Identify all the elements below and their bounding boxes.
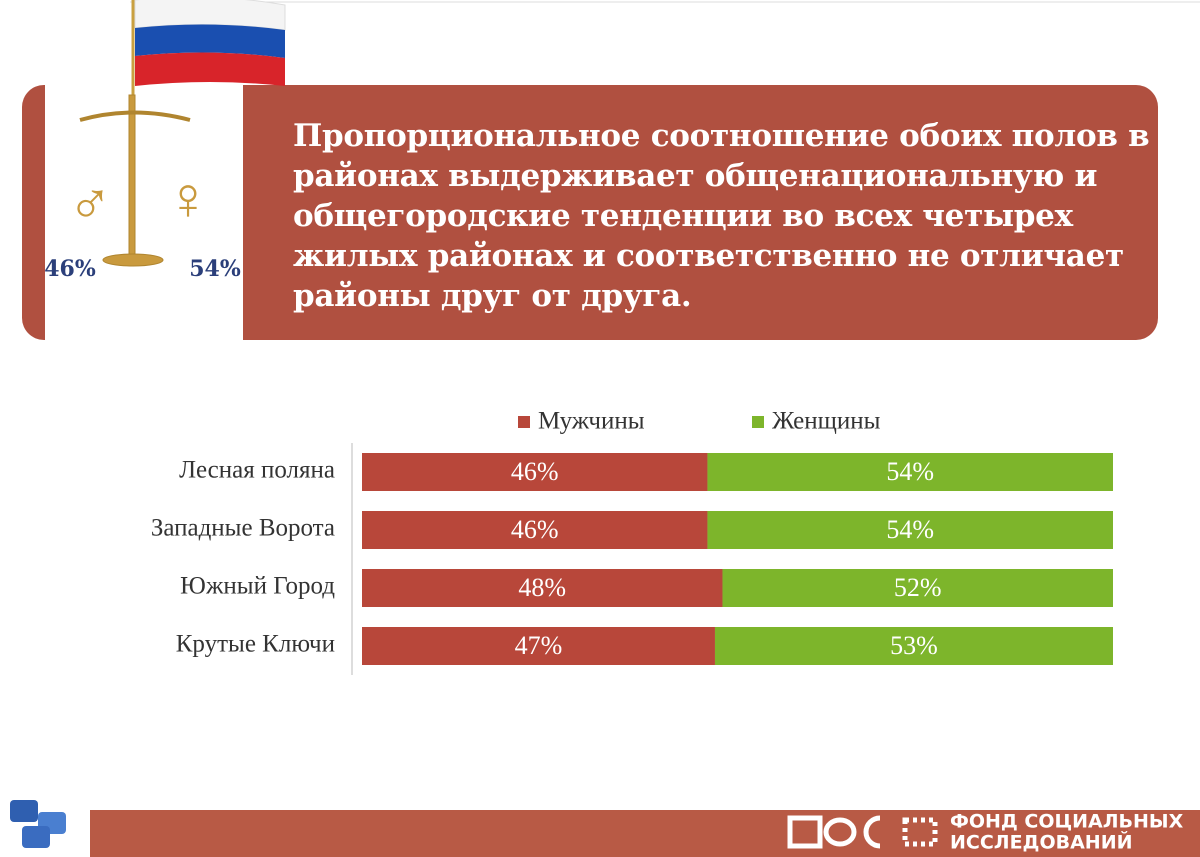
data-label: 46% xyxy=(511,457,559,486)
bar-segment xyxy=(722,569,1113,607)
data-label: 54% xyxy=(886,515,934,544)
scale-label: 54% xyxy=(189,256,241,282)
flag xyxy=(131,0,286,95)
bar-segment xyxy=(362,627,715,665)
header-image-area xyxy=(45,85,243,340)
scales-icon: ♂ ♀ xyxy=(68,94,211,267)
data-label: 46% xyxy=(511,515,559,544)
category-label: Западные Ворота xyxy=(151,515,335,542)
svg-text:♂: ♂ xyxy=(68,171,113,237)
category-label: Крутые Ключи xyxy=(176,631,335,658)
header-text: Пропорциональное соотношение обоих полов… xyxy=(293,118,1150,314)
data-label: 52% xyxy=(894,573,942,602)
footer-bar xyxy=(90,810,1200,857)
footer-logo-text: ИССЛЕДОВАНИЙ xyxy=(950,831,1133,854)
legend-label: Мужчины xyxy=(538,408,645,435)
footer-logo-mark xyxy=(787,815,938,849)
data-label: 47% xyxy=(515,631,563,660)
footer-logo-text: ФОНД СОЦИАЛЬНЫХ xyxy=(950,811,1184,833)
bar-segment xyxy=(707,511,1113,549)
category-label: Лесная поляна xyxy=(179,457,335,484)
scale-label: 46% xyxy=(44,256,96,282)
data-label: 54% xyxy=(886,457,934,486)
category-label: Южный Город xyxy=(180,573,335,600)
bar-segment xyxy=(362,453,708,491)
data-label: 53% xyxy=(890,631,938,660)
legend-swatch xyxy=(518,416,530,428)
bar-segment xyxy=(362,569,723,607)
data-label: 48% xyxy=(518,573,566,602)
chart: Мужчины Женщины Лесная поляна 46% 54% Западны… xyxy=(151,408,1113,675)
header-box xyxy=(22,85,1158,340)
legend-label: Женщины xyxy=(772,408,881,435)
svg-text:♀: ♀ xyxy=(166,166,211,232)
bar-segment xyxy=(714,627,1113,665)
legend-swatch xyxy=(752,416,764,428)
bar-segment xyxy=(362,511,708,549)
puzzle-icon xyxy=(10,800,66,848)
bar-segment xyxy=(707,453,1113,491)
